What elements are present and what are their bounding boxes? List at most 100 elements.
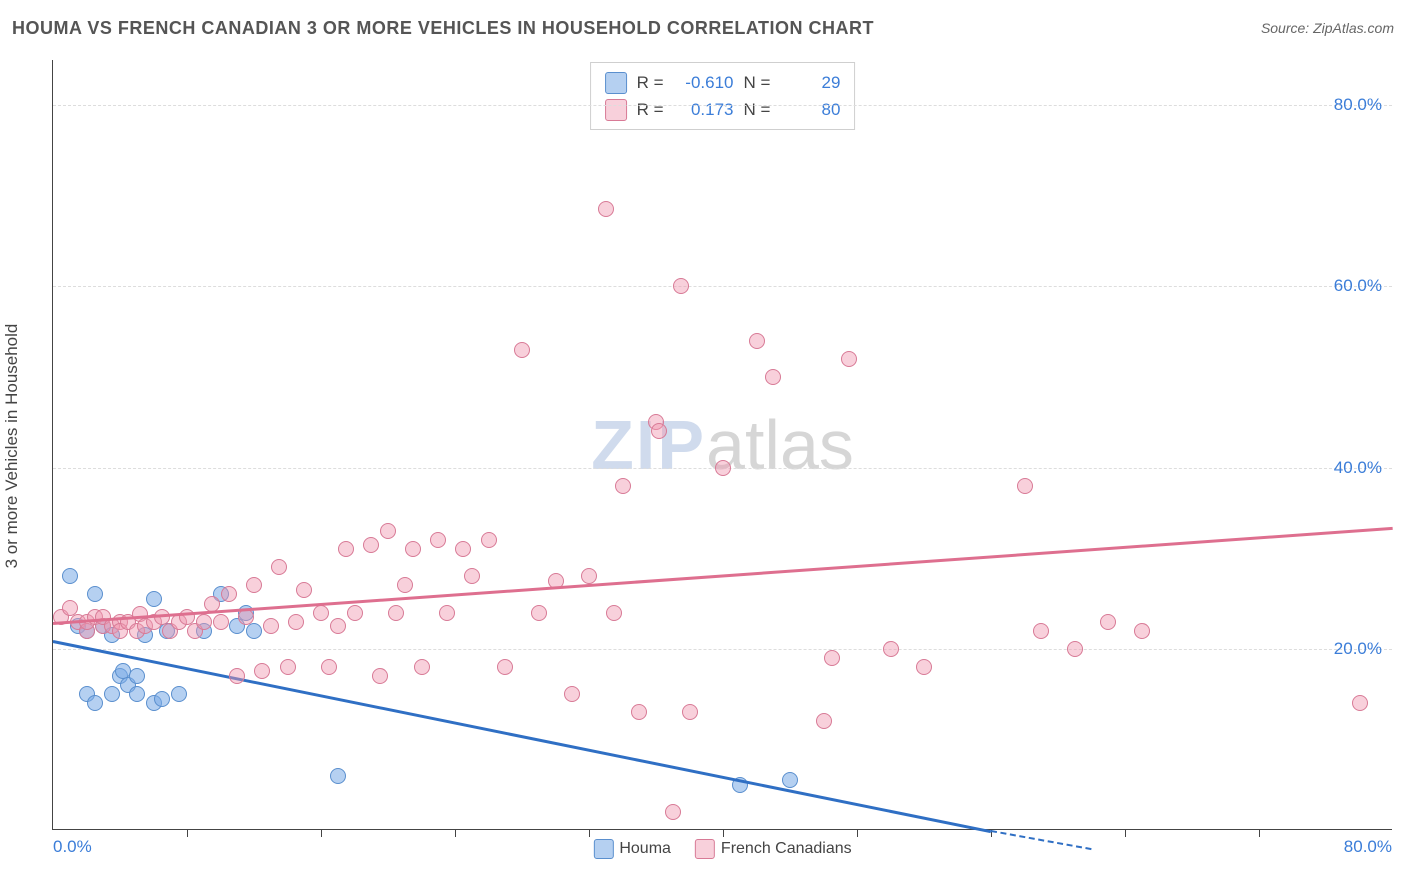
x-tick-mark bbox=[589, 829, 590, 837]
point-french bbox=[514, 342, 530, 358]
point-french bbox=[464, 568, 480, 584]
legend-french-r: 0.173 bbox=[674, 96, 734, 123]
point-french bbox=[1352, 695, 1368, 711]
point-french bbox=[581, 568, 597, 584]
point-french bbox=[715, 460, 731, 476]
point-french bbox=[439, 605, 455, 621]
point-houma bbox=[782, 772, 798, 788]
point-french bbox=[841, 351, 857, 367]
point-houma bbox=[246, 623, 262, 639]
x-tick-mark bbox=[321, 829, 322, 837]
swatch-houma-icon bbox=[593, 839, 613, 859]
x-tick-mark bbox=[1259, 829, 1260, 837]
point-french bbox=[651, 423, 667, 439]
y-axis-label: 3 or more Vehicles in Household bbox=[2, 324, 22, 569]
point-french bbox=[263, 618, 279, 634]
x-axis-max-label: 80.0% bbox=[1344, 837, 1392, 857]
point-houma bbox=[87, 586, 103, 602]
point-french bbox=[288, 614, 304, 630]
legend-row-houma: R = -0.610 N = 29 bbox=[605, 69, 841, 96]
chart-title: HOUMA VS FRENCH CANADIAN 3 OR MORE VEHIC… bbox=[12, 18, 874, 38]
point-french bbox=[363, 537, 379, 553]
point-french bbox=[296, 582, 312, 598]
point-houma bbox=[87, 695, 103, 711]
point-houma bbox=[129, 686, 145, 702]
point-french bbox=[1067, 641, 1083, 657]
point-french bbox=[313, 605, 329, 621]
point-french bbox=[765, 369, 781, 385]
x-tick-mark bbox=[723, 829, 724, 837]
legend-houma-n: 29 bbox=[780, 69, 840, 96]
legend-r-label: R = bbox=[637, 69, 664, 96]
point-french bbox=[481, 532, 497, 548]
x-tick-mark bbox=[857, 829, 858, 837]
point-french bbox=[1017, 478, 1033, 494]
point-french bbox=[330, 618, 346, 634]
point-french bbox=[455, 541, 471, 557]
grid-line bbox=[53, 286, 1392, 287]
title-bar: HOUMA VS FRENCH CANADIAN 3 OR MORE VEHIC… bbox=[12, 18, 1394, 48]
point-houma bbox=[171, 686, 187, 702]
point-french bbox=[531, 605, 547, 621]
swatch-french bbox=[605, 99, 627, 121]
point-french bbox=[238, 609, 254, 625]
point-french bbox=[397, 577, 413, 593]
swatch-houma bbox=[605, 72, 627, 94]
point-houma bbox=[129, 668, 145, 684]
x-tick-mark bbox=[455, 829, 456, 837]
trend-houma bbox=[53, 640, 991, 833]
point-french bbox=[1100, 614, 1116, 630]
legend-bottom-item-french: French Canadians bbox=[695, 839, 852, 859]
point-french bbox=[280, 659, 296, 675]
point-french bbox=[497, 659, 513, 675]
point-french bbox=[246, 577, 262, 593]
point-french bbox=[606, 605, 622, 621]
point-french bbox=[665, 804, 681, 820]
legend-row-french: R = 0.173 N = 80 bbox=[605, 96, 841, 123]
point-french bbox=[682, 704, 698, 720]
point-french bbox=[564, 686, 580, 702]
point-french bbox=[380, 523, 396, 539]
source-label: Source: ZipAtlas.com bbox=[1261, 20, 1394, 36]
point-french bbox=[749, 333, 765, 349]
point-houma bbox=[104, 686, 120, 702]
point-french bbox=[1134, 623, 1150, 639]
point-french bbox=[1033, 623, 1049, 639]
legend-correlation: R = -0.610 N = 29 R = 0.173 N = 80 bbox=[590, 62, 856, 130]
point-french bbox=[196, 614, 212, 630]
legend-n-label: N = bbox=[744, 96, 771, 123]
legend-french-n: 80 bbox=[780, 96, 840, 123]
point-houma bbox=[330, 768, 346, 784]
legend-r-label: R = bbox=[637, 96, 664, 123]
point-french bbox=[598, 201, 614, 217]
point-french bbox=[824, 650, 840, 666]
point-french bbox=[204, 596, 220, 612]
plot-area: ZIPatlas R = -0.610 N = 29 R = 0.173 N =… bbox=[52, 60, 1392, 830]
point-french bbox=[271, 559, 287, 575]
point-french bbox=[816, 713, 832, 729]
point-french bbox=[213, 614, 229, 630]
x-tick-mark bbox=[187, 829, 188, 837]
point-french bbox=[673, 278, 689, 294]
grid-line bbox=[53, 105, 1392, 106]
legend-bottom-item-houma: Houma bbox=[593, 839, 671, 859]
point-french bbox=[372, 668, 388, 684]
point-french bbox=[883, 641, 899, 657]
legend-houma-r: -0.610 bbox=[674, 69, 734, 96]
point-french bbox=[388, 605, 404, 621]
legend-bottom-houma-label: Houma bbox=[619, 840, 671, 857]
x-tick-mark bbox=[1125, 829, 1126, 837]
trend-houma bbox=[991, 830, 1092, 850]
point-french bbox=[221, 586, 237, 602]
point-french bbox=[347, 605, 363, 621]
y-tick-label: 60.0% bbox=[1334, 276, 1382, 296]
y-tick-label: 20.0% bbox=[1334, 639, 1382, 659]
grid-line bbox=[53, 649, 1392, 650]
point-houma bbox=[154, 691, 170, 707]
x-axis-min-label: 0.0% bbox=[53, 837, 92, 857]
point-french bbox=[321, 659, 337, 675]
trend-french bbox=[53, 527, 1393, 625]
point-french bbox=[254, 663, 270, 679]
point-houma bbox=[62, 568, 78, 584]
point-houma bbox=[146, 591, 162, 607]
